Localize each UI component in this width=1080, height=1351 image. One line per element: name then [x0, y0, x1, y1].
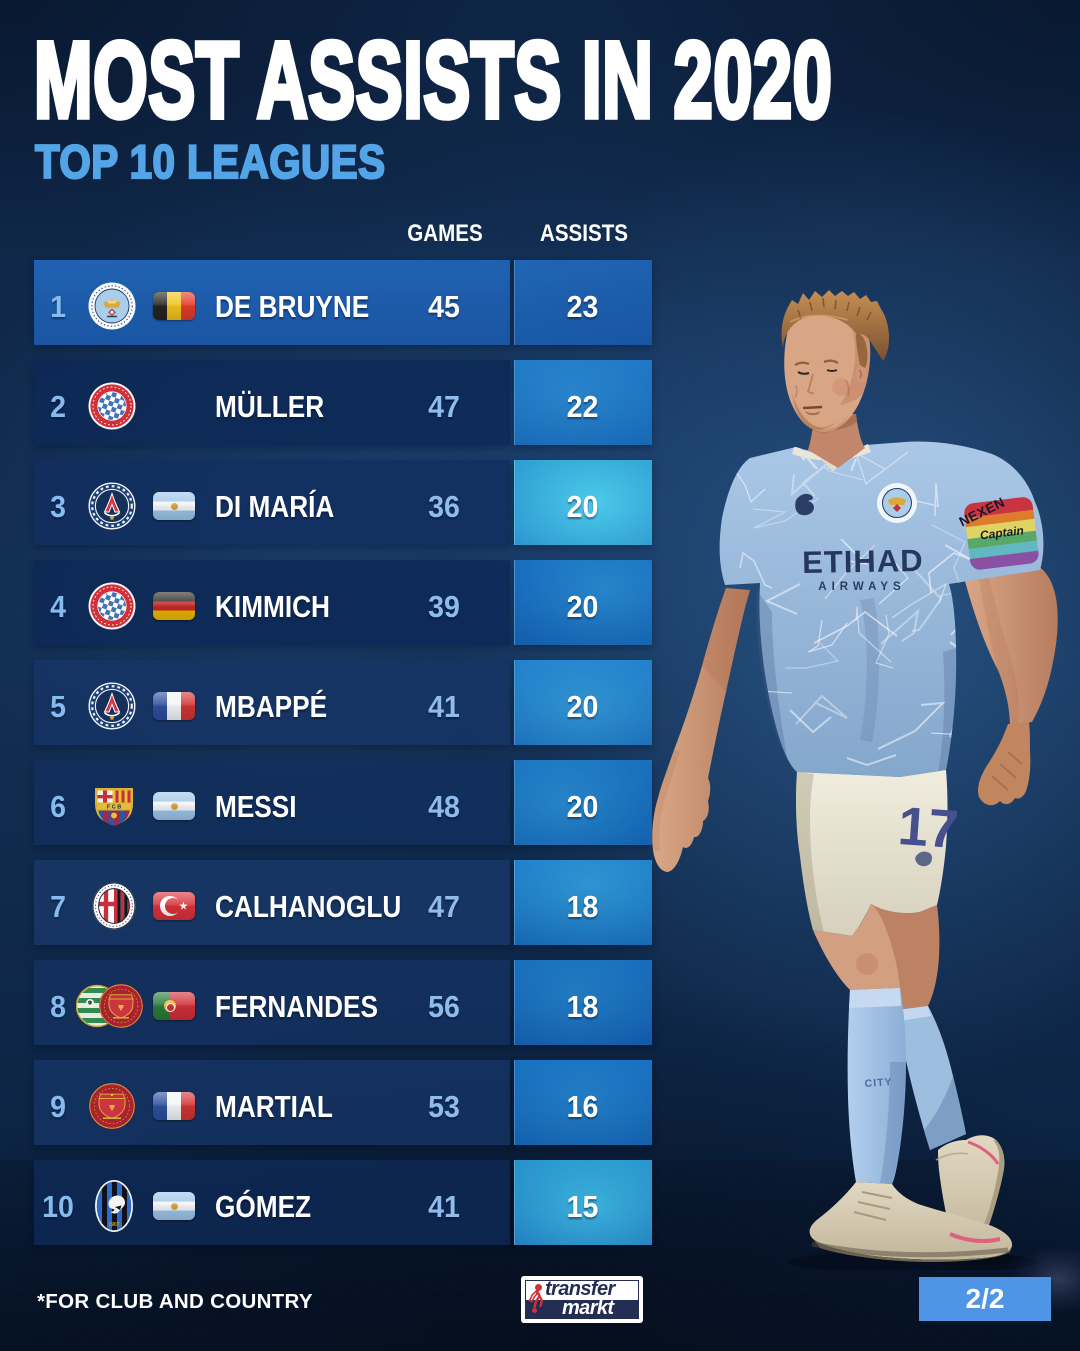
svg-text:1907: 1907	[108, 1222, 119, 1228]
svg-text:Captain: Captain	[979, 523, 1024, 542]
svg-text:ETIHAD: ETIHAD	[802, 543, 924, 580]
svg-text:17: 17	[896, 796, 960, 860]
svg-text:CITY: CITY	[864, 1076, 893, 1090]
svg-text:F C B: F C B	[107, 804, 121, 810]
svg-text:AIRWAYS: AIRWAYS	[818, 581, 905, 593]
